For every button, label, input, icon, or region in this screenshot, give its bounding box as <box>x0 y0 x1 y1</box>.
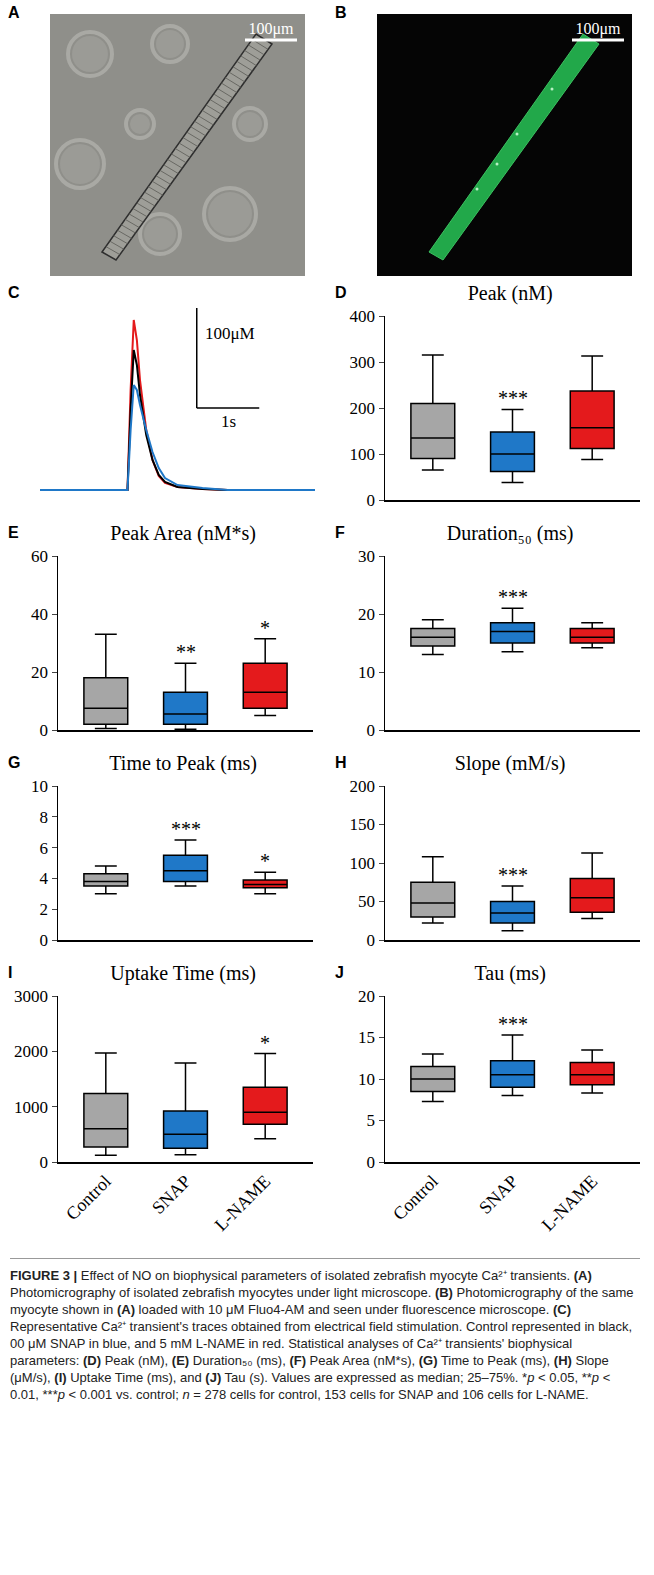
svg-text:40: 40 <box>31 605 48 624</box>
html-text:Representative Ca²⁺ transient': Representative Ca²⁺ transient's traces o… <box>10 1319 633 1402</box>
svg-text:4: 4 <box>40 869 49 888</box>
html-text:E: E <box>8 524 19 541</box>
svg-text:60: 60 <box>31 547 48 566</box>
svg-text:0: 0 <box>367 491 376 510</box>
html-text:B: B <box>335 4 347 21</box>
svg-text:100: 100 <box>350 445 376 464</box>
html-text:FIGURE 3 | Effect of NO on bio: FIGURE 3 | Effect of NO on biophysical p… <box>10 1268 592 1283</box>
html-text:I: I <box>8 964 13 981</box>
svg-text:100μM: 100μM <box>205 324 255 343</box>
svg-text:0: 0 <box>367 1153 376 1172</box>
html-text:G: G <box>8 754 21 771</box>
svg-text:100μm: 100μm <box>248 20 294 38</box>
svg-text:10: 10 <box>358 663 375 682</box>
svg-text:0: 0 <box>40 1153 49 1172</box>
svg-text:***: *** <box>171 818 201 840</box>
svg-text:15: 15 <box>358 1028 375 1047</box>
svg-text:6: 6 <box>40 839 49 858</box>
svg-text:Duration₅₀ (ms): Duration₅₀ (ms) <box>447 522 574 545</box>
html-text:C: C <box>8 284 20 301</box>
svg-text:2: 2 <box>40 900 49 919</box>
svg-text:10: 10 <box>31 777 48 796</box>
svg-text:200: 200 <box>350 399 376 418</box>
svg-text:300: 300 <box>350 353 376 372</box>
html-text:A: A <box>8 4 20 21</box>
svg-text:3000: 3000 <box>14 987 48 1006</box>
svg-text:10: 10 <box>358 1070 375 1089</box>
svg-text:Slope (mM/s): Slope (mM/s) <box>455 752 566 775</box>
svg-text:0: 0 <box>367 931 376 950</box>
svg-text:0: 0 <box>40 931 49 950</box>
svg-text:0: 0 <box>367 721 376 740</box>
svg-text:0: 0 <box>40 721 49 740</box>
html-text:F: F <box>335 524 345 541</box>
svg-text:***: *** <box>498 586 528 608</box>
svg-text:SNAP: SNAP <box>475 1171 522 1218</box>
html-text:H: H <box>335 754 347 771</box>
svg-text:Time to Peak (ms): Time to Peak (ms) <box>109 752 257 775</box>
svg-text:***: *** <box>498 864 528 886</box>
svg-text:SNAP: SNAP <box>148 1171 195 1218</box>
html-text:J: J <box>335 964 344 981</box>
svg-text:5: 5 <box>367 1111 376 1130</box>
svg-text:50: 50 <box>358 892 375 911</box>
svg-text:100μm: 100μm <box>575 20 621 38</box>
svg-text:L-NAME: L-NAME <box>211 1171 275 1235</box>
html-text:D: D <box>335 284 347 301</box>
svg-text:1000: 1000 <box>14 1098 48 1117</box>
svg-text:*: * <box>260 617 270 639</box>
svg-text:Peak Area (nM*s): Peak Area (nM*s) <box>110 522 256 545</box>
svg-text:Control: Control <box>389 1171 442 1224</box>
svg-text:***: *** <box>498 1013 528 1035</box>
svg-text:Tau (ms): Tau (ms) <box>474 962 545 985</box>
svg-text:20: 20 <box>358 605 375 624</box>
svg-text:L-NAME: L-NAME <box>538 1171 602 1235</box>
svg-text:8: 8 <box>40 808 49 827</box>
svg-text:Control: Control <box>62 1171 115 1224</box>
svg-text:*: * <box>260 1032 270 1054</box>
svg-text:***: *** <box>498 387 528 409</box>
svg-text:Uptake Time (ms): Uptake Time (ms) <box>110 962 256 985</box>
svg-text:**: ** <box>176 641 196 663</box>
svg-text:2000: 2000 <box>14 1042 48 1061</box>
svg-text:*: * <box>260 850 270 872</box>
svg-text:Peak (nM): Peak (nM) <box>468 282 553 305</box>
svg-text:200: 200 <box>350 777 376 796</box>
svg-text:20: 20 <box>31 663 48 682</box>
svg-text:20: 20 <box>358 987 375 1006</box>
svg-text:400: 400 <box>350 307 376 326</box>
svg-text:100: 100 <box>350 854 376 873</box>
html-text:Photomicrography of isolated z: Photomicrography of isolated zebrafish m… <box>10 1285 634 1317</box>
svg-text:150: 150 <box>350 815 376 834</box>
svg-text:30: 30 <box>358 547 375 566</box>
svg-text:1s: 1s <box>221 412 236 431</box>
